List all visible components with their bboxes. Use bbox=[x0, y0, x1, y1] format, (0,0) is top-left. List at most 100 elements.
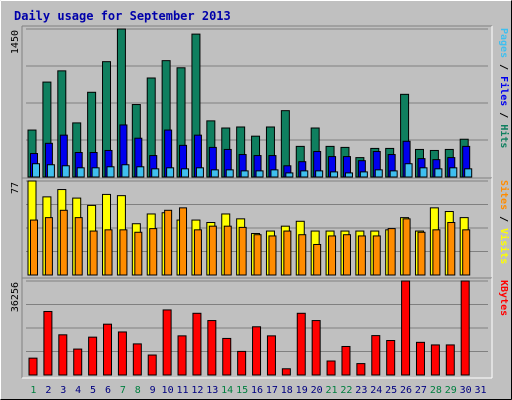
bar-sites-24 bbox=[372, 235, 381, 276]
bar-sites-3 bbox=[59, 209, 68, 276]
bar-sites-26 bbox=[402, 218, 411, 276]
bar-pages-2 bbox=[46, 164, 55, 178]
bar-sites-21 bbox=[328, 235, 337, 276]
bar-pages-22 bbox=[344, 172, 353, 178]
x-tick-3: 3 bbox=[60, 385, 66, 396]
x-tick-11: 11 bbox=[176, 385, 188, 396]
legend-entry: Pages bbox=[498, 28, 509, 58]
bar-pages-17 bbox=[270, 169, 279, 178]
bar-sites-30 bbox=[462, 229, 471, 276]
bar-kbytes-24 bbox=[371, 335, 381, 376]
legend-entry: KBytes bbox=[498, 280, 509, 316]
bar-kbytes-15 bbox=[237, 350, 247, 376]
bar-pages-12 bbox=[195, 167, 204, 178]
x-tick-5: 5 bbox=[90, 385, 96, 396]
bar-sites-10 bbox=[164, 209, 173, 276]
panel-legend: KBytes bbox=[498, 280, 509, 316]
x-tick-25: 25 bbox=[385, 385, 397, 396]
bar-pages-24 bbox=[374, 169, 383, 178]
bar-kbytes-29 bbox=[445, 344, 455, 376]
series-sites bbox=[30, 207, 471, 276]
legend-entry: Sites bbox=[498, 180, 510, 210]
legend-entry: / bbox=[498, 58, 509, 76]
legend-entry: Hits bbox=[498, 124, 510, 148]
bar-pages-14 bbox=[225, 169, 234, 178]
x-tick-27: 27 bbox=[415, 385, 427, 396]
x-tick-6: 6 bbox=[105, 385, 111, 396]
bar-sites-15 bbox=[238, 226, 247, 276]
x-tick-28: 28 bbox=[430, 385, 442, 396]
legend-entry: / bbox=[498, 210, 509, 228]
x-tick-26: 26 bbox=[400, 385, 412, 396]
bar-sites-27 bbox=[417, 231, 426, 276]
legend-entry: Visits bbox=[498, 228, 510, 264]
bar-pages-26 bbox=[404, 163, 413, 178]
bar-kbytes-4 bbox=[73, 348, 83, 376]
bar-pages-15 bbox=[240, 170, 249, 178]
x-axis: 1 2 3 4 5 6 7 8 9 10 11 12 13 14 15 16 17 18 19 20 21 22 23 24 2… bbox=[30, 385, 486, 396]
bar-kbytes-25 bbox=[386, 340, 396, 376]
series-pages bbox=[32, 163, 473, 178]
bar-pages-6 bbox=[106, 166, 115, 178]
bar-pages-30 bbox=[464, 168, 473, 178]
x-tick-1: 1 bbox=[30, 385, 36, 396]
bar-pages-10 bbox=[166, 167, 175, 178]
bar-kbytes-7 bbox=[117, 331, 127, 376]
bar-kbytes-9 bbox=[147, 354, 157, 376]
bar-sites-18 bbox=[283, 230, 292, 276]
panel-visits: 77 Sites / Visits bbox=[10, 177, 510, 279]
bar-pages-27 bbox=[419, 167, 428, 178]
bar-pages-3 bbox=[61, 165, 70, 178]
bar-sites-12 bbox=[193, 229, 202, 276]
x-tick-7: 7 bbox=[120, 385, 126, 396]
bar-pages-29 bbox=[449, 167, 458, 178]
bar-pages-25 bbox=[389, 170, 398, 178]
bar-kbytes-12 bbox=[192, 312, 202, 376]
x-tick-29: 29 bbox=[445, 385, 457, 396]
bar-sites-28 bbox=[432, 229, 441, 276]
bar-pages-20 bbox=[315, 170, 324, 178]
bar-kbytes-30 bbox=[460, 280, 470, 376]
bar-sites-5 bbox=[89, 230, 98, 276]
x-tick-10: 10 bbox=[162, 385, 174, 396]
bar-pages-19 bbox=[300, 170, 309, 178]
bar-kbytes-6 bbox=[103, 323, 113, 376]
x-tick-31: 31 bbox=[475, 385, 487, 396]
x-tick-2: 2 bbox=[45, 385, 51, 396]
bar-kbytes-22 bbox=[341, 345, 351, 376]
panel-kbytes: 36256 KBytes bbox=[10, 277, 509, 379]
bar-sites-16 bbox=[253, 234, 262, 276]
x-tick-8: 8 bbox=[135, 385, 141, 396]
x-tick-15: 15 bbox=[236, 385, 248, 396]
bar-pages-7 bbox=[121, 164, 130, 178]
series-kbytes bbox=[28, 280, 470, 376]
panel-hits: 1450 Pages / Files / Hits bbox=[10, 25, 510, 181]
x-tick-14: 14 bbox=[221, 385, 233, 396]
bar-pages-18 bbox=[285, 172, 294, 178]
bar-pages-9 bbox=[151, 168, 160, 178]
bar-kbytes-28 bbox=[430, 344, 440, 376]
bar-sites-2 bbox=[44, 217, 53, 276]
legend-entry: / bbox=[498, 106, 509, 124]
legend-entry: Files bbox=[498, 76, 510, 106]
bar-sites-1 bbox=[30, 219, 38, 276]
x-tick-21: 21 bbox=[325, 385, 337, 396]
bar-pages-21 bbox=[330, 171, 339, 178]
bar-kbytes-8 bbox=[132, 343, 142, 376]
bar-kbytes-21 bbox=[326, 360, 336, 376]
bar-pages-13 bbox=[210, 169, 219, 178]
x-tick-18: 18 bbox=[281, 385, 293, 396]
bar-sites-25 bbox=[387, 228, 396, 276]
x-tick-4: 4 bbox=[75, 385, 81, 396]
x-tick-17: 17 bbox=[266, 385, 278, 396]
bar-sites-19 bbox=[298, 234, 307, 276]
bar-pages-28 bbox=[434, 168, 443, 178]
bar-sites-14 bbox=[223, 225, 232, 276]
bar-sites-6 bbox=[104, 229, 113, 276]
x-tick-23: 23 bbox=[355, 385, 367, 396]
bar-sites-13 bbox=[208, 225, 217, 276]
panel-legend: Sites / Visits bbox=[498, 180, 510, 264]
bar-sites-17 bbox=[268, 235, 277, 276]
bar-pages-23 bbox=[359, 171, 368, 178]
